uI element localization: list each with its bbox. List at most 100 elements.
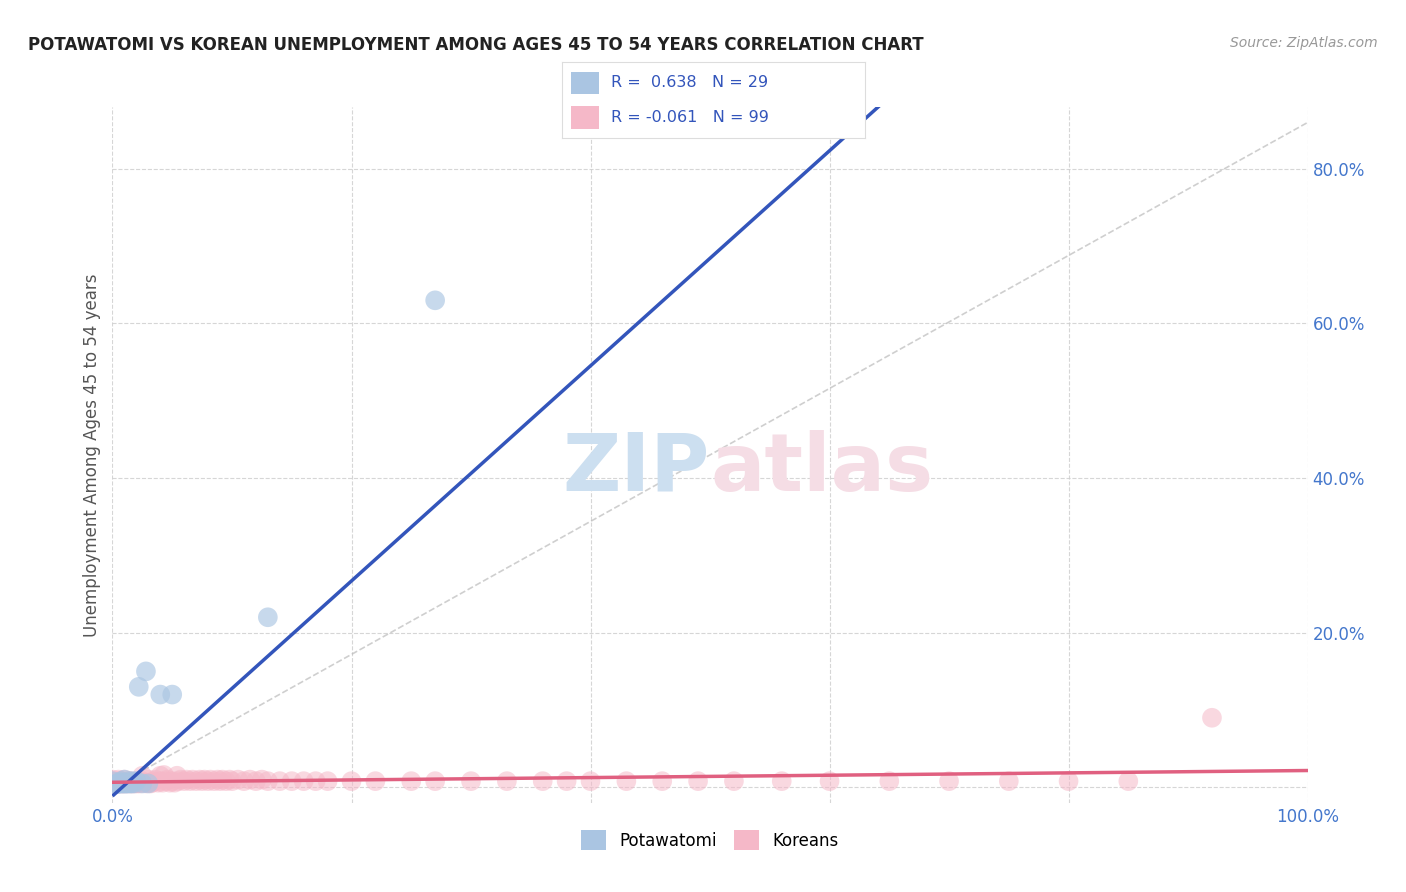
Point [138, 775, 160, 789]
Point [122, 776, 145, 790]
Point [138, 772, 160, 787]
Point [108, 776, 131, 790]
Point [340, 774, 363, 789]
Point [149, 769, 172, 783]
Point [401, 774, 423, 789]
Point [120, 776, 142, 790]
Point [818, 774, 841, 789]
Point [114, 775, 135, 789]
Point [616, 774, 638, 789]
Point [425, 293, 447, 308]
Point [191, 774, 214, 789]
Point [207, 772, 229, 787]
Point [117, 776, 139, 790]
Point [998, 774, 1021, 789]
Point [101, 774, 124, 789]
Point [153, 768, 176, 782]
Point [245, 774, 267, 789]
Point [149, 688, 172, 702]
Point [218, 772, 240, 787]
Point [233, 774, 256, 789]
Point [496, 774, 519, 789]
Point [138, 776, 160, 790]
Point [250, 772, 273, 787]
Legend: Potawatomi, Koreans: Potawatomi, Koreans [575, 823, 845, 857]
Point [101, 774, 124, 789]
Point [146, 775, 169, 789]
Point [112, 776, 135, 790]
Point [364, 774, 387, 789]
Point [139, 776, 162, 790]
Point [281, 774, 304, 789]
Point [257, 610, 280, 624]
Point [114, 776, 136, 790]
Point [121, 776, 143, 790]
Point [425, 774, 447, 789]
Text: R =  0.638   N = 29: R = 0.638 N = 29 [610, 76, 768, 90]
Point [460, 774, 482, 789]
Point [176, 772, 198, 787]
Point [134, 775, 156, 789]
Point [305, 774, 328, 789]
Point [257, 774, 280, 789]
Point [120, 774, 142, 789]
Point [221, 774, 243, 789]
Point [149, 774, 172, 789]
Point [112, 776, 135, 790]
Point [129, 776, 152, 790]
Point [162, 774, 183, 789]
Point [107, 774, 129, 789]
Point [114, 776, 135, 790]
Point [186, 774, 208, 789]
Point [111, 776, 134, 790]
Point [128, 775, 150, 789]
Point [110, 775, 132, 789]
Point [166, 769, 188, 783]
Bar [571, 106, 599, 129]
Point [162, 688, 183, 702]
Point [117, 776, 139, 790]
Point [179, 774, 201, 789]
Point [128, 680, 150, 694]
Point [269, 774, 291, 789]
Point [127, 776, 149, 790]
Point [723, 774, 745, 789]
Y-axis label: Unemployment Among Ages 45 to 54 years: Unemployment Among Ages 45 to 54 years [83, 273, 101, 637]
Point [1057, 774, 1080, 789]
Point [125, 774, 148, 789]
Point [115, 776, 138, 790]
Point [114, 772, 135, 787]
Point [202, 774, 225, 789]
Point [155, 774, 177, 789]
Point [121, 775, 143, 789]
Point [579, 774, 602, 789]
Point [122, 775, 145, 789]
Point [105, 777, 128, 791]
Point [209, 774, 232, 789]
Point [688, 774, 710, 789]
Point [163, 775, 186, 789]
Point [124, 776, 146, 790]
Point [159, 775, 181, 789]
Point [197, 774, 219, 789]
Point [135, 665, 157, 679]
Bar [571, 71, 599, 95]
Point [105, 776, 128, 790]
Text: atlas: atlas [710, 430, 934, 508]
Point [173, 774, 195, 789]
Point [105, 776, 128, 790]
Point [114, 776, 136, 790]
Point [107, 776, 129, 790]
Point [169, 772, 191, 787]
Point [101, 772, 124, 787]
Point [107, 772, 129, 787]
Point [111, 776, 134, 790]
Point [118, 774, 141, 789]
Point [143, 774, 166, 789]
Point [215, 774, 238, 789]
Point [211, 772, 233, 787]
Point [167, 774, 190, 789]
Point [226, 772, 249, 787]
Text: ZIP: ZIP [562, 430, 710, 508]
Point [156, 772, 179, 787]
